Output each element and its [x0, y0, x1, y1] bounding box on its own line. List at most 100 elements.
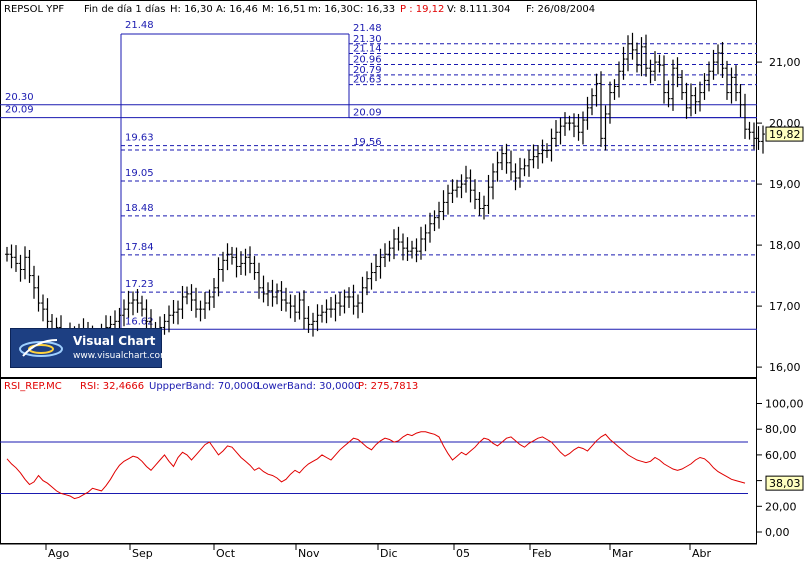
ohlc-bar — [617, 61, 621, 98]
rsi-axis-label: 80,00 — [765, 423, 797, 436]
ohlc-bar — [5, 246, 9, 262]
ohlc-bar — [590, 88, 594, 116]
rsi-header-value: RSI: 32,4666 — [80, 381, 144, 392]
ohlc-bar — [230, 246, 234, 265]
header-volume: V: 8.111.304 — [447, 4, 510, 15]
ohlc-bar — [396, 226, 401, 251]
header-high: H: 16,30 — [170, 4, 213, 15]
month-label: Feb — [532, 547, 551, 560]
ohlc-bar — [383, 243, 387, 268]
last-price-label: 19,82 — [769, 128, 801, 141]
ohlc-bar — [707, 61, 711, 92]
ohlc-bar — [581, 111, 585, 145]
fib-level-label: 20.09 — [353, 108, 382, 119]
ohlc-bar — [518, 157, 522, 188]
rsi-header-symbol: RSI_REP.MC — [4, 381, 62, 392]
ohlc-bar — [342, 289, 347, 314]
ohlc-bar — [270, 279, 275, 307]
price-axis-label: 19,00 — [769, 178, 801, 191]
ohlc-bar — [720, 41, 725, 78]
ohlc-bar — [594, 73, 599, 107]
ohlc-bar — [203, 292, 207, 319]
ohlc-bar — [324, 299, 329, 324]
ohlc-bar — [176, 300, 180, 325]
ohlc-bar — [653, 51, 657, 82]
ohlc-bar — [621, 46, 626, 80]
ohlc-bar — [608, 81, 612, 124]
rsi-line — [6, 431, 746, 500]
month-label: Abr — [692, 547, 712, 560]
ohlc-bar — [243, 248, 248, 276]
header-mid: M: 16,51 — [262, 4, 306, 15]
retracement-level-label: 19.63 — [125, 133, 154, 144]
month-label: Oct — [216, 547, 236, 560]
ohlc-bar — [522, 158, 527, 177]
rsi-last-box — [765, 475, 804, 491]
ohlc-bar — [423, 224, 428, 252]
fib-level-label: 21.14 — [353, 44, 382, 55]
ohlc-bar — [194, 287, 198, 318]
ohlc-bar — [603, 105, 608, 151]
ohlc-bar — [135, 289, 140, 313]
ohlc-bar — [527, 149, 531, 177]
ohlc-bar — [743, 93, 747, 139]
ohlc-bar — [117, 307, 122, 329]
fib-box-top-label: 21.48 — [125, 20, 154, 31]
ohlc-bar — [351, 284, 356, 315]
ohlc-bar — [302, 290, 306, 330]
header-date: F: 26/08/2004 — [526, 4, 595, 15]
ohlc-bar — [257, 262, 261, 299]
ohlc-bar — [293, 295, 297, 322]
header-avg: A: 16,46 — [216, 4, 258, 15]
retracement-level-label: 18.48 — [125, 203, 154, 214]
month-label: Ago — [48, 547, 70, 560]
ohlc-bar — [662, 55, 666, 104]
ohlc-bar — [266, 282, 270, 307]
header-price: P : 19,12 — [400, 4, 444, 15]
ohlc-bar — [486, 174, 491, 214]
ohlc-bar — [144, 299, 149, 333]
ohlc-bar — [32, 265, 36, 299]
ohlc-bar — [239, 251, 243, 275]
ohlc-bar — [680, 70, 684, 100]
ohlc-bar — [387, 240, 392, 262]
ohlc-bar — [122, 299, 126, 327]
header-close: C: 16,33 — [353, 4, 395, 15]
fib-level-label: 20.63 — [353, 75, 382, 86]
ohlc-bar — [414, 238, 419, 263]
rsi-series — [0, 431, 748, 500]
ohlc-bar — [572, 113, 576, 138]
ohlc-bar — [477, 192, 482, 216]
header-period: Fin de día 1 días — [84, 3, 165, 15]
level-lines: 21.4821.3021.1420.9620.7920.6320.0919.63… — [0, 23, 757, 330]
ohlc-bar — [761, 125, 765, 154]
ohlc-bar — [711, 49, 716, 80]
ohlc-bar — [275, 283, 279, 305]
ohlc-bar — [729, 67, 734, 104]
ohlc-bar — [563, 112, 567, 136]
ohlc-bar — [626, 35, 630, 72]
ohlc-bar — [338, 292, 342, 316]
ohlc-bar — [540, 139, 545, 164]
ohlc-bar — [167, 305, 171, 333]
month-label: Mar — [612, 547, 633, 560]
ohlc-bar — [225, 243, 230, 271]
ohlc-bar — [198, 300, 203, 322]
ohlc-bar — [401, 233, 405, 261]
month-label: Sep — [132, 547, 153, 560]
ohlc-bar — [495, 151, 500, 182]
ohlc-bar — [576, 113, 581, 141]
ohlc-bar — [491, 163, 495, 200]
ohlc-bar — [585, 96, 590, 130]
ohlc-bar — [306, 306, 311, 333]
ohlc-bar — [459, 174, 464, 199]
rsi-axis-label: 20,00 — [765, 500, 797, 513]
ohlc-bar — [554, 120, 558, 147]
ohlc-bar — [315, 304, 320, 332]
ohlc-bar — [698, 81, 702, 112]
month-label: 05 — [456, 547, 470, 560]
rsi-header-lower: LowerBand: 30,0000 — [257, 381, 361, 392]
retracement-level-label: 17.23 — [125, 279, 154, 290]
